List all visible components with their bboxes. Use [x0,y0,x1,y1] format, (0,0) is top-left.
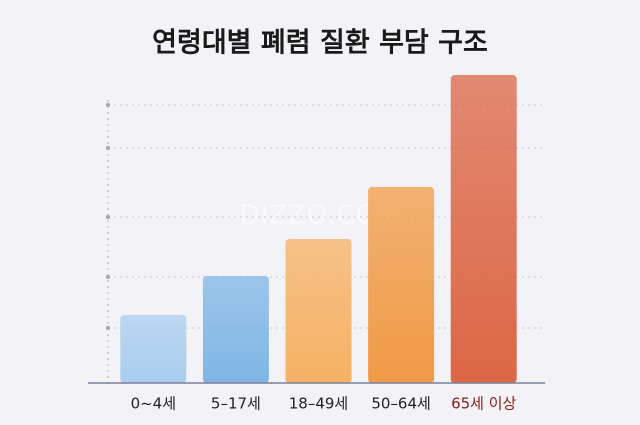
chart-title: 연령대별 폐렴 질환 부담 구조 [152,28,488,59]
bar [368,187,435,383]
bar [120,315,187,383]
tick-dot [105,325,111,331]
x-tick-label: 50–64세 [371,395,430,413]
bar [450,75,517,383]
x-tick-label: 18–49세 [289,395,348,413]
x-tick-label: 65세 이상 [451,395,516,413]
bar [202,276,269,383]
bar [285,239,352,383]
tick-dot [105,145,111,151]
tick-dot [105,214,111,220]
tick-dot [105,274,111,280]
x-tick-label: 5–17세 [211,395,261,413]
x-tick-label: 0~4세 [131,395,176,413]
tick-dot [105,102,111,108]
